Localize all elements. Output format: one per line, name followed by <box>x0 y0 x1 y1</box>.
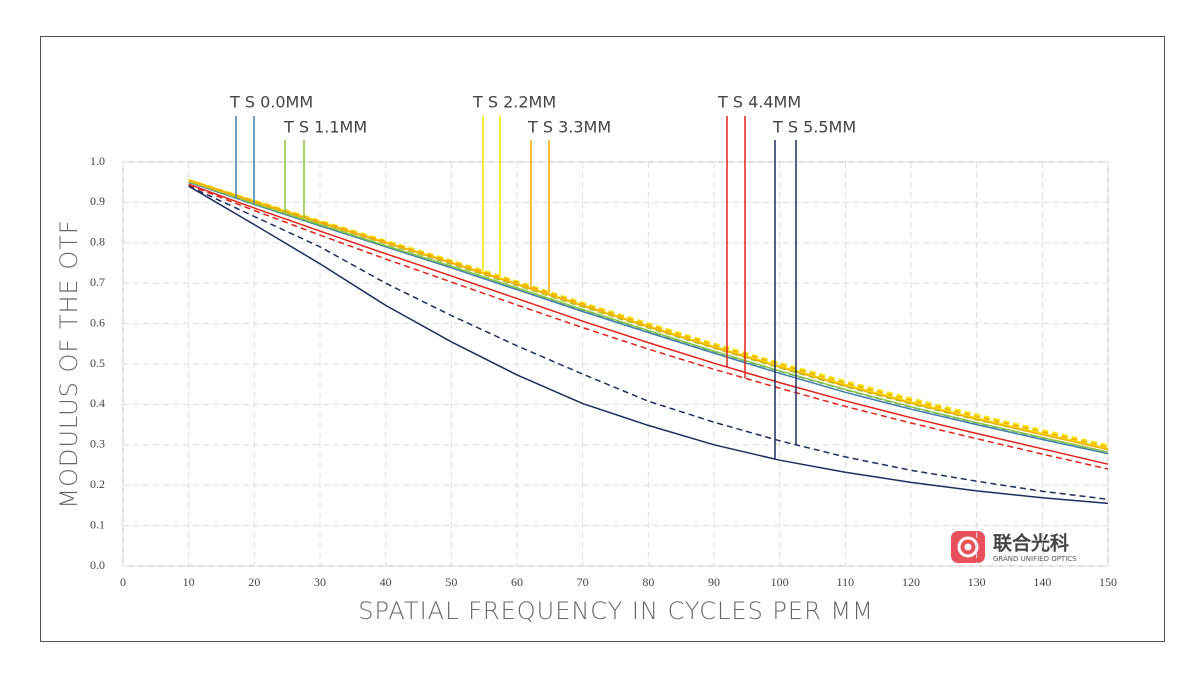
logo-name: 联合光科 <box>993 532 1069 555</box>
series-label: T S 1.1MM <box>283 118 367 137</box>
logo: 联合光科 GRAND UNIFIED OPTICS <box>951 531 1077 563</box>
x-tick-label: 80 <box>642 575 654 589</box>
series-label: T S 0.0MM <box>229 93 313 112</box>
series-label: T S 4.4MM <box>717 93 801 112</box>
sagittal-line <box>188 184 1109 470</box>
y-tick-label: 0.6 <box>90 315 105 329</box>
tangential-line <box>188 185 1109 505</box>
series-label: T S 5.5MM <box>772 118 856 137</box>
tangential-line <box>188 179 1109 451</box>
y-tick-label: 0.0 <box>90 558 105 572</box>
x-tick-label: 0 <box>120 575 126 589</box>
series-label: T S 2.2MM <box>472 93 556 112</box>
x-tick-label: 100 <box>771 575 789 589</box>
tangential-line <box>188 180 1109 453</box>
x-tick-label: 40 <box>380 575 392 589</box>
x-tick-label: 120 <box>902 575 920 589</box>
x-tick-label: 60 <box>511 575 523 589</box>
y-axis-title: MODULUS OF THE OTF <box>55 219 83 508</box>
sagittal-line <box>188 179 1109 448</box>
y-tick-label: 0.3 <box>90 437 105 451</box>
x-tick-label: 90 <box>708 575 720 589</box>
logo-subtitle: GRAND UNIFIED OPTICS <box>993 555 1077 563</box>
y-tick-label: 0.1 <box>90 517 105 531</box>
y-tick-label: 0.9 <box>90 194 105 208</box>
x-tick-label: 150 <box>1099 575 1117 589</box>
y-tick-label: 0.2 <box>90 477 105 491</box>
series-label: T S 3.3MM <box>527 118 611 137</box>
tangential-line <box>188 183 1109 465</box>
y-tick-label: 0.8 <box>90 235 105 249</box>
y-tick-label: 1.0 <box>90 154 105 168</box>
y-tick-label: 0.7 <box>90 275 105 289</box>
x-tick-label: 140 <box>1033 575 1051 589</box>
x-tick-label: 20 <box>248 575 260 589</box>
x-tick-label: 130 <box>968 575 986 589</box>
x-tick-label: 50 <box>445 575 457 589</box>
y-tick-label: 0.5 <box>90 356 105 370</box>
logo-icon-dot <box>964 543 972 551</box>
x-axis-title: SPATIAL FREQUENCY IN CYCLES PER MM <box>358 597 874 625</box>
sagittal-line <box>188 185 1109 501</box>
x-tick-label: 30 <box>314 575 326 589</box>
x-tick-label: 10 <box>183 575 195 589</box>
tangential-line <box>188 181 1109 455</box>
y-tick-label: 0.4 <box>90 396 105 410</box>
x-tick-label: 70 <box>577 575 589 589</box>
frame <box>40 36 1165 642</box>
x-tick-label: 110 <box>837 575 855 589</box>
